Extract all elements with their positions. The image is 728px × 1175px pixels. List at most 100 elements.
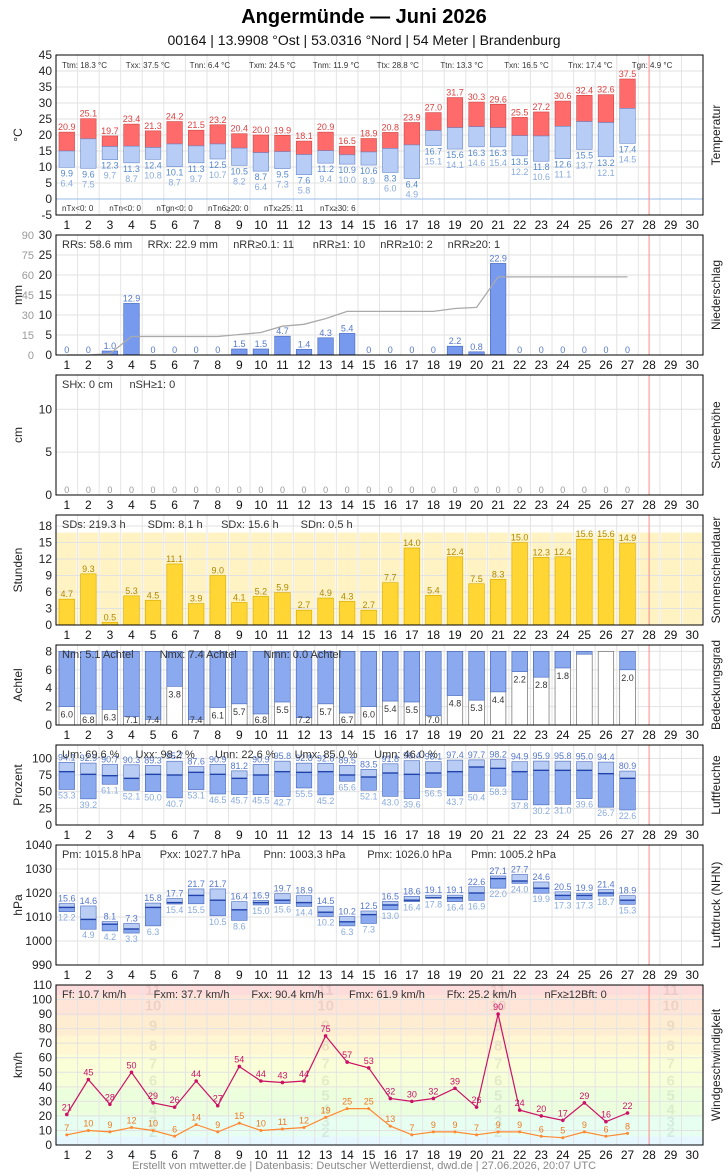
pressure-max-label: 21.7 xyxy=(187,879,205,889)
x-tick-label: 16 xyxy=(384,828,398,842)
x-tick-label: 21 xyxy=(491,828,505,842)
temp-min-bar xyxy=(554,126,571,159)
temp-max-bar xyxy=(80,118,97,140)
x-tick-label: 2 xyxy=(85,498,92,512)
y-tick-label: 20 xyxy=(39,128,53,142)
y-tick-label-cumulative: 60 xyxy=(22,270,34,282)
x-tick-label: 13 xyxy=(319,1148,333,1162)
y-tick-label-cumulative: 45 xyxy=(22,290,34,302)
tmax-label: 19.7 xyxy=(101,126,119,136)
cloud-label: 2.2 xyxy=(513,675,526,685)
tmin-label: 10.5 xyxy=(231,166,249,176)
wind-avg-label: 9 xyxy=(582,1120,587,1130)
cloud-bar xyxy=(360,651,377,707)
humidity-min-label: 61.1 xyxy=(101,785,119,795)
x-tick-label: 8 xyxy=(214,1148,221,1162)
stat-text: Ff: 10.7 km/h xyxy=(62,989,126,1001)
plot-frame xyxy=(55,54,704,216)
x-tick-label: 19 xyxy=(448,218,462,232)
humidity-min-label: 43.7 xyxy=(446,797,464,807)
tmin-label: 12.5 xyxy=(209,160,227,170)
snow-label: 0 xyxy=(86,485,91,495)
temp-min-bar xyxy=(58,150,75,168)
cloud-label: 7.0 xyxy=(427,715,440,725)
wind-avg-label: 7 xyxy=(409,1123,414,1133)
x-tick-label: 7 xyxy=(193,498,200,512)
tmin-label: 12.4 xyxy=(144,160,162,170)
tmin-label: 10.6 xyxy=(360,166,378,176)
precip-label: 0 xyxy=(194,345,199,355)
wind-avg-label: 15 xyxy=(234,1111,244,1121)
temp-max-bar xyxy=(252,134,269,153)
temp-max-bar xyxy=(360,138,377,153)
y-tick-label: 990 xyxy=(32,958,52,972)
tground-label: 8.9 xyxy=(362,176,375,186)
cloud-label: 5.5 xyxy=(406,705,419,715)
cloud-label: 2.0 xyxy=(621,673,634,683)
humidity-upper-bar xyxy=(317,762,334,772)
cloud-bar xyxy=(166,651,183,687)
tground-label: 6.4 xyxy=(61,178,74,188)
wind-avg-label: 6 xyxy=(172,1124,177,1134)
tmax-label: 16.5 xyxy=(338,136,356,146)
snow-label: 0 xyxy=(539,485,544,495)
x-tick-label: 19 xyxy=(448,628,462,642)
pressure-min-label: 10.5 xyxy=(209,917,227,927)
tmax-label: 23.4 xyxy=(123,114,141,124)
cloud-bar xyxy=(533,651,550,678)
beaufort-number: 5 xyxy=(321,1088,329,1105)
wind-avg-point xyxy=(561,1136,565,1140)
wind-avg-point xyxy=(86,1128,90,1132)
tground-label: 15.1 xyxy=(425,157,443,167)
precip-label: 0 xyxy=(366,345,371,355)
x-tick-label: 12 xyxy=(297,968,311,982)
x-tick-label: 27 xyxy=(621,828,635,842)
precip-label: 0 xyxy=(86,345,91,355)
y-tick-label: 50 xyxy=(39,785,53,799)
tmax-label: 37.5 xyxy=(619,69,637,79)
y-tick-label: 18 xyxy=(39,519,53,533)
stat-text: RRs: 58.6 mm xyxy=(62,239,132,251)
stat-text: Tnn: 6.4 °C xyxy=(190,61,231,70)
x-tick-label: 15 xyxy=(362,218,376,232)
x-tick-label: 6 xyxy=(171,828,178,842)
humidity-min-label: 50.0 xyxy=(144,793,162,803)
humidity-upper-bar xyxy=(533,760,550,771)
y-tick-label: 1020 xyxy=(25,886,52,900)
temp-min-bar xyxy=(317,150,334,164)
humidity-upper-bar xyxy=(446,759,464,772)
tmax-label: 20.9 xyxy=(317,122,335,132)
beaufort-number: 7 xyxy=(494,1056,502,1073)
y-tick-label: 90 xyxy=(39,1007,53,1021)
sun-bar xyxy=(80,573,97,626)
tmax-label: 25.5 xyxy=(511,107,529,117)
x-tick-label: 11 xyxy=(276,358,289,372)
x-tick-label: 28 xyxy=(642,358,656,372)
humidity-lower-bar xyxy=(576,770,593,799)
pressure-min-label: 16.4 xyxy=(403,903,421,913)
x-tick-label: 12 xyxy=(297,218,311,232)
beaufort-number: 4 xyxy=(494,1101,503,1118)
y-tick-label: 1030 xyxy=(25,862,52,876)
stat-text-bottom: nTx<0: 0 xyxy=(62,204,94,213)
y-tick-label: 12 xyxy=(39,552,53,566)
x-tick-label: 17 xyxy=(405,628,419,642)
pressure-min-label: 15.5 xyxy=(187,905,205,915)
x-tick-label: 5 xyxy=(150,628,157,642)
sun-label: 3.9 xyxy=(190,594,203,604)
cloud-label: 5.4 xyxy=(384,704,397,714)
x-tick-label: 22 xyxy=(513,968,527,982)
precip-label: 0 xyxy=(431,345,436,355)
sun-bar xyxy=(425,594,442,626)
tground-label: 6.4 xyxy=(255,182,268,192)
tmax-label: 18.1 xyxy=(295,131,313,141)
humidity-upper-bar xyxy=(101,764,118,776)
humidity-upper-bar xyxy=(511,761,528,772)
precip-bar xyxy=(339,333,356,356)
temp-max-bar xyxy=(554,100,571,127)
sun-label: 2.7 xyxy=(298,600,311,610)
snow-label: 0 xyxy=(431,485,436,495)
stat-text: Nmn: 0.0 Achtel xyxy=(263,649,341,661)
x-tick-label: 17 xyxy=(405,828,419,842)
